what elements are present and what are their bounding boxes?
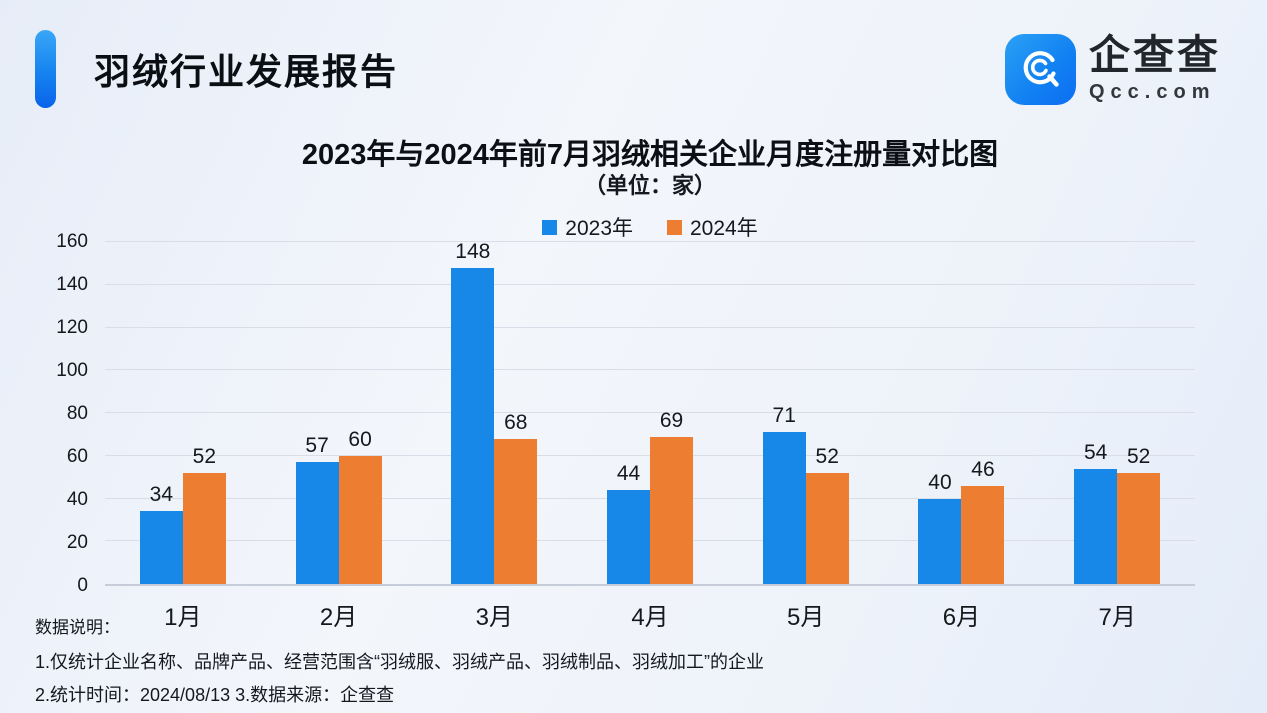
- x-axis-label: 2月: [319, 604, 358, 631]
- bar-value-label: 68: [504, 410, 528, 434]
- bar-2023年-6月: 40: [918, 471, 962, 584]
- bar-value-label: 148: [455, 239, 491, 263]
- y-tick-label: 0: [77, 575, 88, 596]
- header: 羽绒行业发展报告 企查查 Qcc.com: [35, 28, 1221, 110]
- bar-2023年-1月: 34: [139, 483, 183, 584]
- bar-value-label: 52: [815, 444, 839, 468]
- bar-value-label: 69: [659, 408, 684, 432]
- x-axis-label: 7月: [1098, 604, 1136, 631]
- qcc-logo-text: 企查查 Qcc.com: [1089, 34, 1221, 103]
- bar-value-label: 44: [616, 461, 641, 485]
- x-axis-label: 1月: [164, 604, 202, 631]
- chart-subtitle: （单位：家）: [583, 173, 716, 198]
- gridline: [105, 283, 1195, 285]
- bar-2024年-1月: 52: [182, 445, 226, 584]
- bars: 40 46: [918, 242, 1005, 584]
- bar-2023年-2月: 57: [295, 434, 339, 584]
- bar-value-label: 57: [305, 434, 329, 458]
- qcc-logo-domain: Qcc.com: [1089, 80, 1216, 103]
- bar-group-1月: 34 52 1月: [105, 242, 261, 631]
- gridline: [105, 369, 1195, 371]
- bar-group-6月: 40 46 6月: [884, 242, 1040, 631]
- y-tick-label: 20: [66, 532, 88, 553]
- gridline: [105, 412, 1195, 413]
- footnote-item-2: 2.统计时间：2024/08/13 3.数据来源：企查查: [35, 685, 395, 705]
- magnifier-q-icon: [1023, 51, 1059, 87]
- bars: 148 68: [451, 240, 538, 584]
- y-tick-label: 40: [66, 489, 88, 510]
- y-tick-label: 120: [56, 317, 88, 338]
- bar-2024年-4月: 69: [650, 409, 694, 584]
- x-axis-label: 4月: [631, 604, 669, 631]
- bar-value-label: 60: [348, 427, 372, 451]
- qcc-logo-name: 企查查: [1089, 32, 1221, 79]
- footnote-item-1: 1.仅统计企业名称、品牌产品、经营范围含“羽绒服、羽绒产品、羽绒制品、羽绒加工”…: [35, 652, 764, 672]
- bar-value-label: 71: [772, 404, 796, 428]
- x-axis-label: 6月: [942, 604, 981, 631]
- bar-2023年-7月: 54: [1074, 441, 1118, 584]
- y-axis: 0 20 40 60 80 100 120 140 160: [30, 231, 96, 596]
- bar-value-label: 46: [971, 457, 995, 481]
- legend-label: 2024年: [690, 217, 758, 240]
- page-title: 羽绒行业发展报告: [94, 51, 399, 92]
- bar-2024年-5月: 52: [805, 445, 849, 584]
- bar-2024年-7月: 52: [1117, 445, 1161, 584]
- bar-group-4月: 44 69 4月: [572, 242, 728, 631]
- y-tick-label: 100: [56, 360, 88, 381]
- bar-group-2月: 57 60 2月: [261, 242, 417, 631]
- chart-title: 2023年与2024年前7月羽绒相关企业月度注册量对比图: [301, 139, 999, 171]
- footnote-label: 数据说明：: [35, 618, 120, 637]
- bar-group-7月: 54 52 7月: [1039, 242, 1195, 631]
- y-tick-label: 80: [66, 403, 88, 424]
- title-accent-bar: [35, 30, 56, 108]
- gridline: [105, 326, 1195, 328]
- legend-item-2023年: 2023年: [542, 212, 633, 242]
- bar-2024年-3月: 68: [494, 411, 538, 584]
- legend-item-2024年: 2024年: [667, 212, 758, 242]
- legend-swatch-icon: [542, 219, 558, 235]
- bar-value-label: 40: [928, 470, 952, 494]
- bar-value-label: 34: [149, 483, 174, 507]
- bar-group-3月: 148 68 3月: [416, 240, 572, 631]
- x-axis-label: 5月: [787, 604, 825, 631]
- bar-2023年-3月: 148: [451, 240, 495, 584]
- qcc-logo: 企查查 Qcc.com: [1005, 33, 1221, 105]
- bar-2024年-6月: 46: [961, 458, 1005, 584]
- bar-value-label: 52: [192, 444, 217, 468]
- gridline: [105, 454, 1195, 456]
- legend-swatch-icon: [667, 219, 682, 235]
- y-tick-label: 160: [56, 231, 88, 252]
- bars: 71 52: [762, 242, 849, 584]
- plot-wrap: 34 52 1月 57 60 2月 148 68 3月 44 69 4月 71 52 5月 40 46 6月 54 5…: [105, 240, 1195, 631]
- bar-value-label: 52: [1126, 444, 1151, 468]
- bars: 44 69: [607, 242, 694, 584]
- y-tick-label: 140: [56, 274, 88, 295]
- bar-2024年-2月: 60: [338, 428, 382, 584]
- bar-value-label: 54: [1083, 440, 1108, 464]
- legend-label: 2023年: [565, 217, 633, 240]
- chart-legend: 2023年 2024年: [105, 212, 1195, 242]
- bar-2023年-4月: 44: [607, 462, 651, 584]
- bars: 34 52: [139, 242, 226, 584]
- qcc-logo-icon: [1005, 33, 1076, 105]
- y-tick-label: 60: [66, 446, 88, 467]
- x-axis-label: 3月: [475, 604, 513, 631]
- bars: 57 60: [295, 242, 382, 584]
- plot-area: 34 52 1月 57 60 2月 148 68 3月 44 69 4月 71 52 5月 40 46 6月 54 5…: [105, 240, 1195, 631]
- bars: 54 52: [1074, 242, 1161, 584]
- bar-2023年-5月: 71: [762, 404, 806, 584]
- gridline: [105, 241, 1195, 242]
- bar-group-5月: 71 52 5月: [728, 242, 884, 631]
